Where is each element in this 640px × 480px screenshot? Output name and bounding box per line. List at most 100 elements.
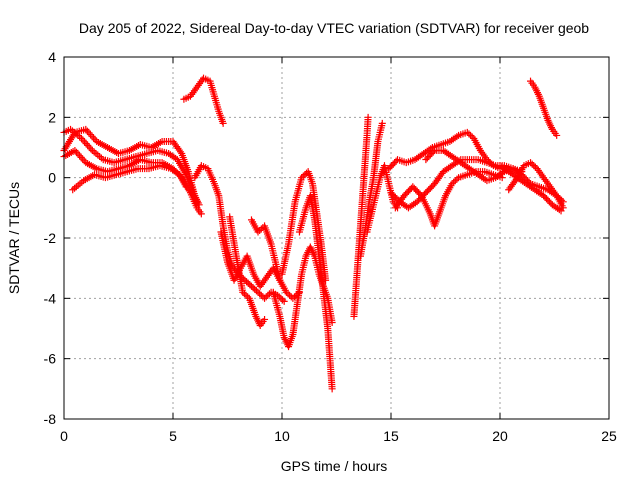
data-point: [274, 291, 282, 299]
plot-frame: [63, 56, 610, 420]
data-point: [264, 291, 272, 299]
data-point: [90, 134, 98, 142]
data-point: [256, 226, 264, 234]
y-tick-label: 4: [48, 49, 56, 65]
x-tick-label: 0: [60, 428, 68, 444]
series-arc-12: [295, 192, 336, 393]
data-point: [261, 294, 269, 302]
data-point: [299, 172, 307, 180]
data-point: [254, 288, 262, 296]
data-point: [197, 210, 205, 218]
series-arc-15: [356, 119, 386, 260]
data-point: [244, 279, 252, 287]
data-point: [286, 291, 294, 299]
series-arc-16: [385, 128, 504, 173]
data-point: [85, 143, 93, 151]
data-point: [77, 153, 85, 161]
data-point: [378, 119, 386, 127]
data-point: [279, 296, 287, 304]
data-points: [60, 74, 567, 393]
data-point: [242, 291, 250, 299]
data-point: [453, 175, 461, 183]
data-point: [528, 160, 536, 168]
chart-title: Day 205 of 2022, Sidereal Day-to-day VTE…: [79, 20, 589, 36]
data-point: [328, 385, 336, 393]
series-arc-5: [180, 74, 227, 127]
y-tick-label: -6: [44, 351, 57, 367]
data-point: [280, 297, 288, 305]
y-tick-label: -8: [44, 411, 57, 427]
y-tick-label: 0: [48, 170, 56, 186]
data-point: [527, 159, 535, 167]
series-arc-20: [505, 159, 567, 212]
series-arc-7: [217, 228, 303, 302]
data-point: [72, 148, 80, 156]
series-arc-9: [247, 216, 284, 284]
series-arc-8: [226, 213, 269, 329]
data-point: [79, 136, 87, 144]
data-point: [239, 288, 247, 296]
data-point: [84, 141, 92, 149]
data-point: [531, 163, 539, 171]
data-point: [322, 276, 330, 284]
data-point: [530, 162, 538, 170]
data-point: [467, 131, 475, 139]
data-point: [79, 155, 87, 163]
y-tick-label: 2: [48, 109, 56, 125]
data-point: [246, 281, 254, 289]
data-point: [85, 129, 93, 137]
data-point: [257, 291, 265, 299]
data-point: [82, 125, 90, 133]
x-tick-label: 5: [169, 428, 177, 444]
data-point: [219, 119, 227, 127]
series-arc-21: [496, 162, 565, 215]
data-point: [81, 138, 89, 146]
data-point: [251, 285, 259, 293]
data-point: [557, 207, 565, 215]
data-point: [463, 128, 471, 136]
data-point: [450, 178, 458, 186]
data-point: [301, 171, 309, 179]
data-point: [247, 282, 255, 290]
axis-ticks: 0 5 10 15 20 25 -8 -6 -4 -2 0 2 4: [44, 49, 617, 444]
data-point: [76, 152, 84, 160]
data-point: [416, 190, 424, 198]
data-point: [74, 150, 82, 158]
data-point: [364, 113, 372, 121]
x-axis-label: GPS time / hours: [281, 458, 388, 474]
data-point: [257, 225, 265, 233]
series-arc-13: [350, 113, 372, 320]
data-point: [88, 132, 96, 140]
data-point: [429, 148, 437, 156]
data-point: [176, 148, 184, 156]
series-arc-4: [69, 162, 190, 194]
data-point: [77, 134, 85, 142]
data-point: [182, 183, 190, 191]
data-point: [553, 131, 561, 139]
data-point: [240, 290, 248, 298]
data-point: [87, 145, 95, 153]
data-point: [291, 293, 299, 301]
data-point: [448, 180, 456, 188]
y-axis-label: SDTVAR / TECUs: [6, 182, 22, 294]
data-point: [83, 127, 91, 135]
data-point: [241, 276, 249, 284]
data-point: [86, 131, 94, 139]
grid: [64, 57, 609, 419]
data-point: [276, 276, 284, 284]
x-tick-label: 25: [601, 428, 617, 444]
x-tick-label: 10: [274, 428, 290, 444]
data-point: [71, 147, 79, 155]
y-tick-label: -2: [44, 230, 57, 246]
data-point: [82, 140, 90, 148]
data-point: [465, 130, 473, 138]
x-tick-label: 20: [492, 428, 508, 444]
data-point: [256, 290, 264, 298]
data-point: [282, 288, 290, 296]
data-point: [451, 177, 459, 185]
data-point: [261, 315, 269, 323]
data-point: [249, 284, 257, 292]
data-point: [298, 174, 306, 182]
